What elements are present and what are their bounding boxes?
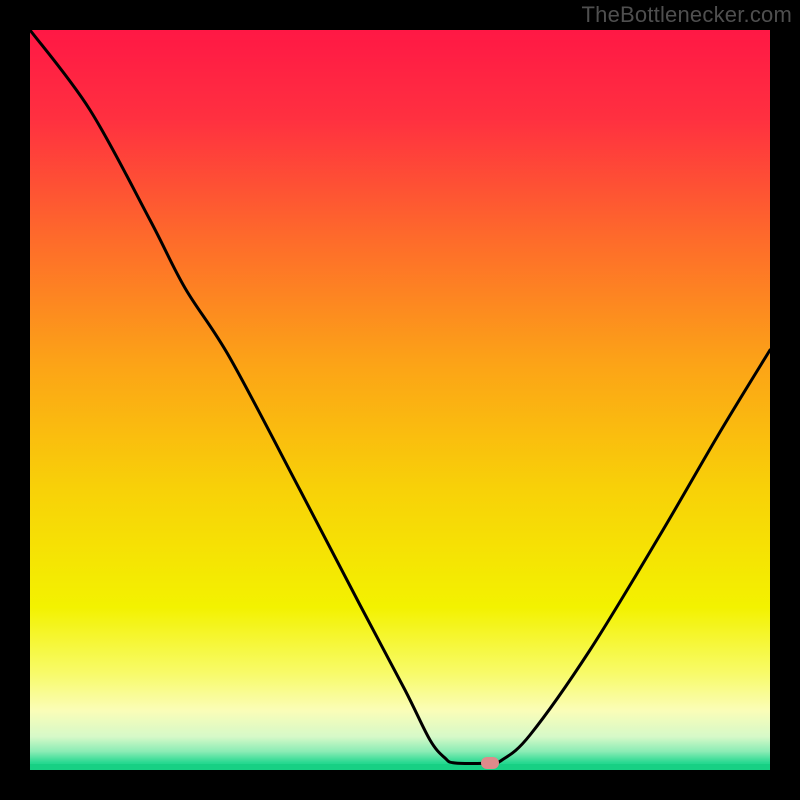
watermark-text: TheBottlenecker.com bbox=[582, 2, 792, 28]
bottleneck-chart bbox=[0, 0, 800, 800]
optimal-marker bbox=[481, 757, 499, 769]
chart-frame: TheBottlenecker.com bbox=[0, 0, 800, 800]
plot-gradient-area bbox=[30, 30, 770, 770]
bottom-green-band bbox=[30, 764, 770, 770]
